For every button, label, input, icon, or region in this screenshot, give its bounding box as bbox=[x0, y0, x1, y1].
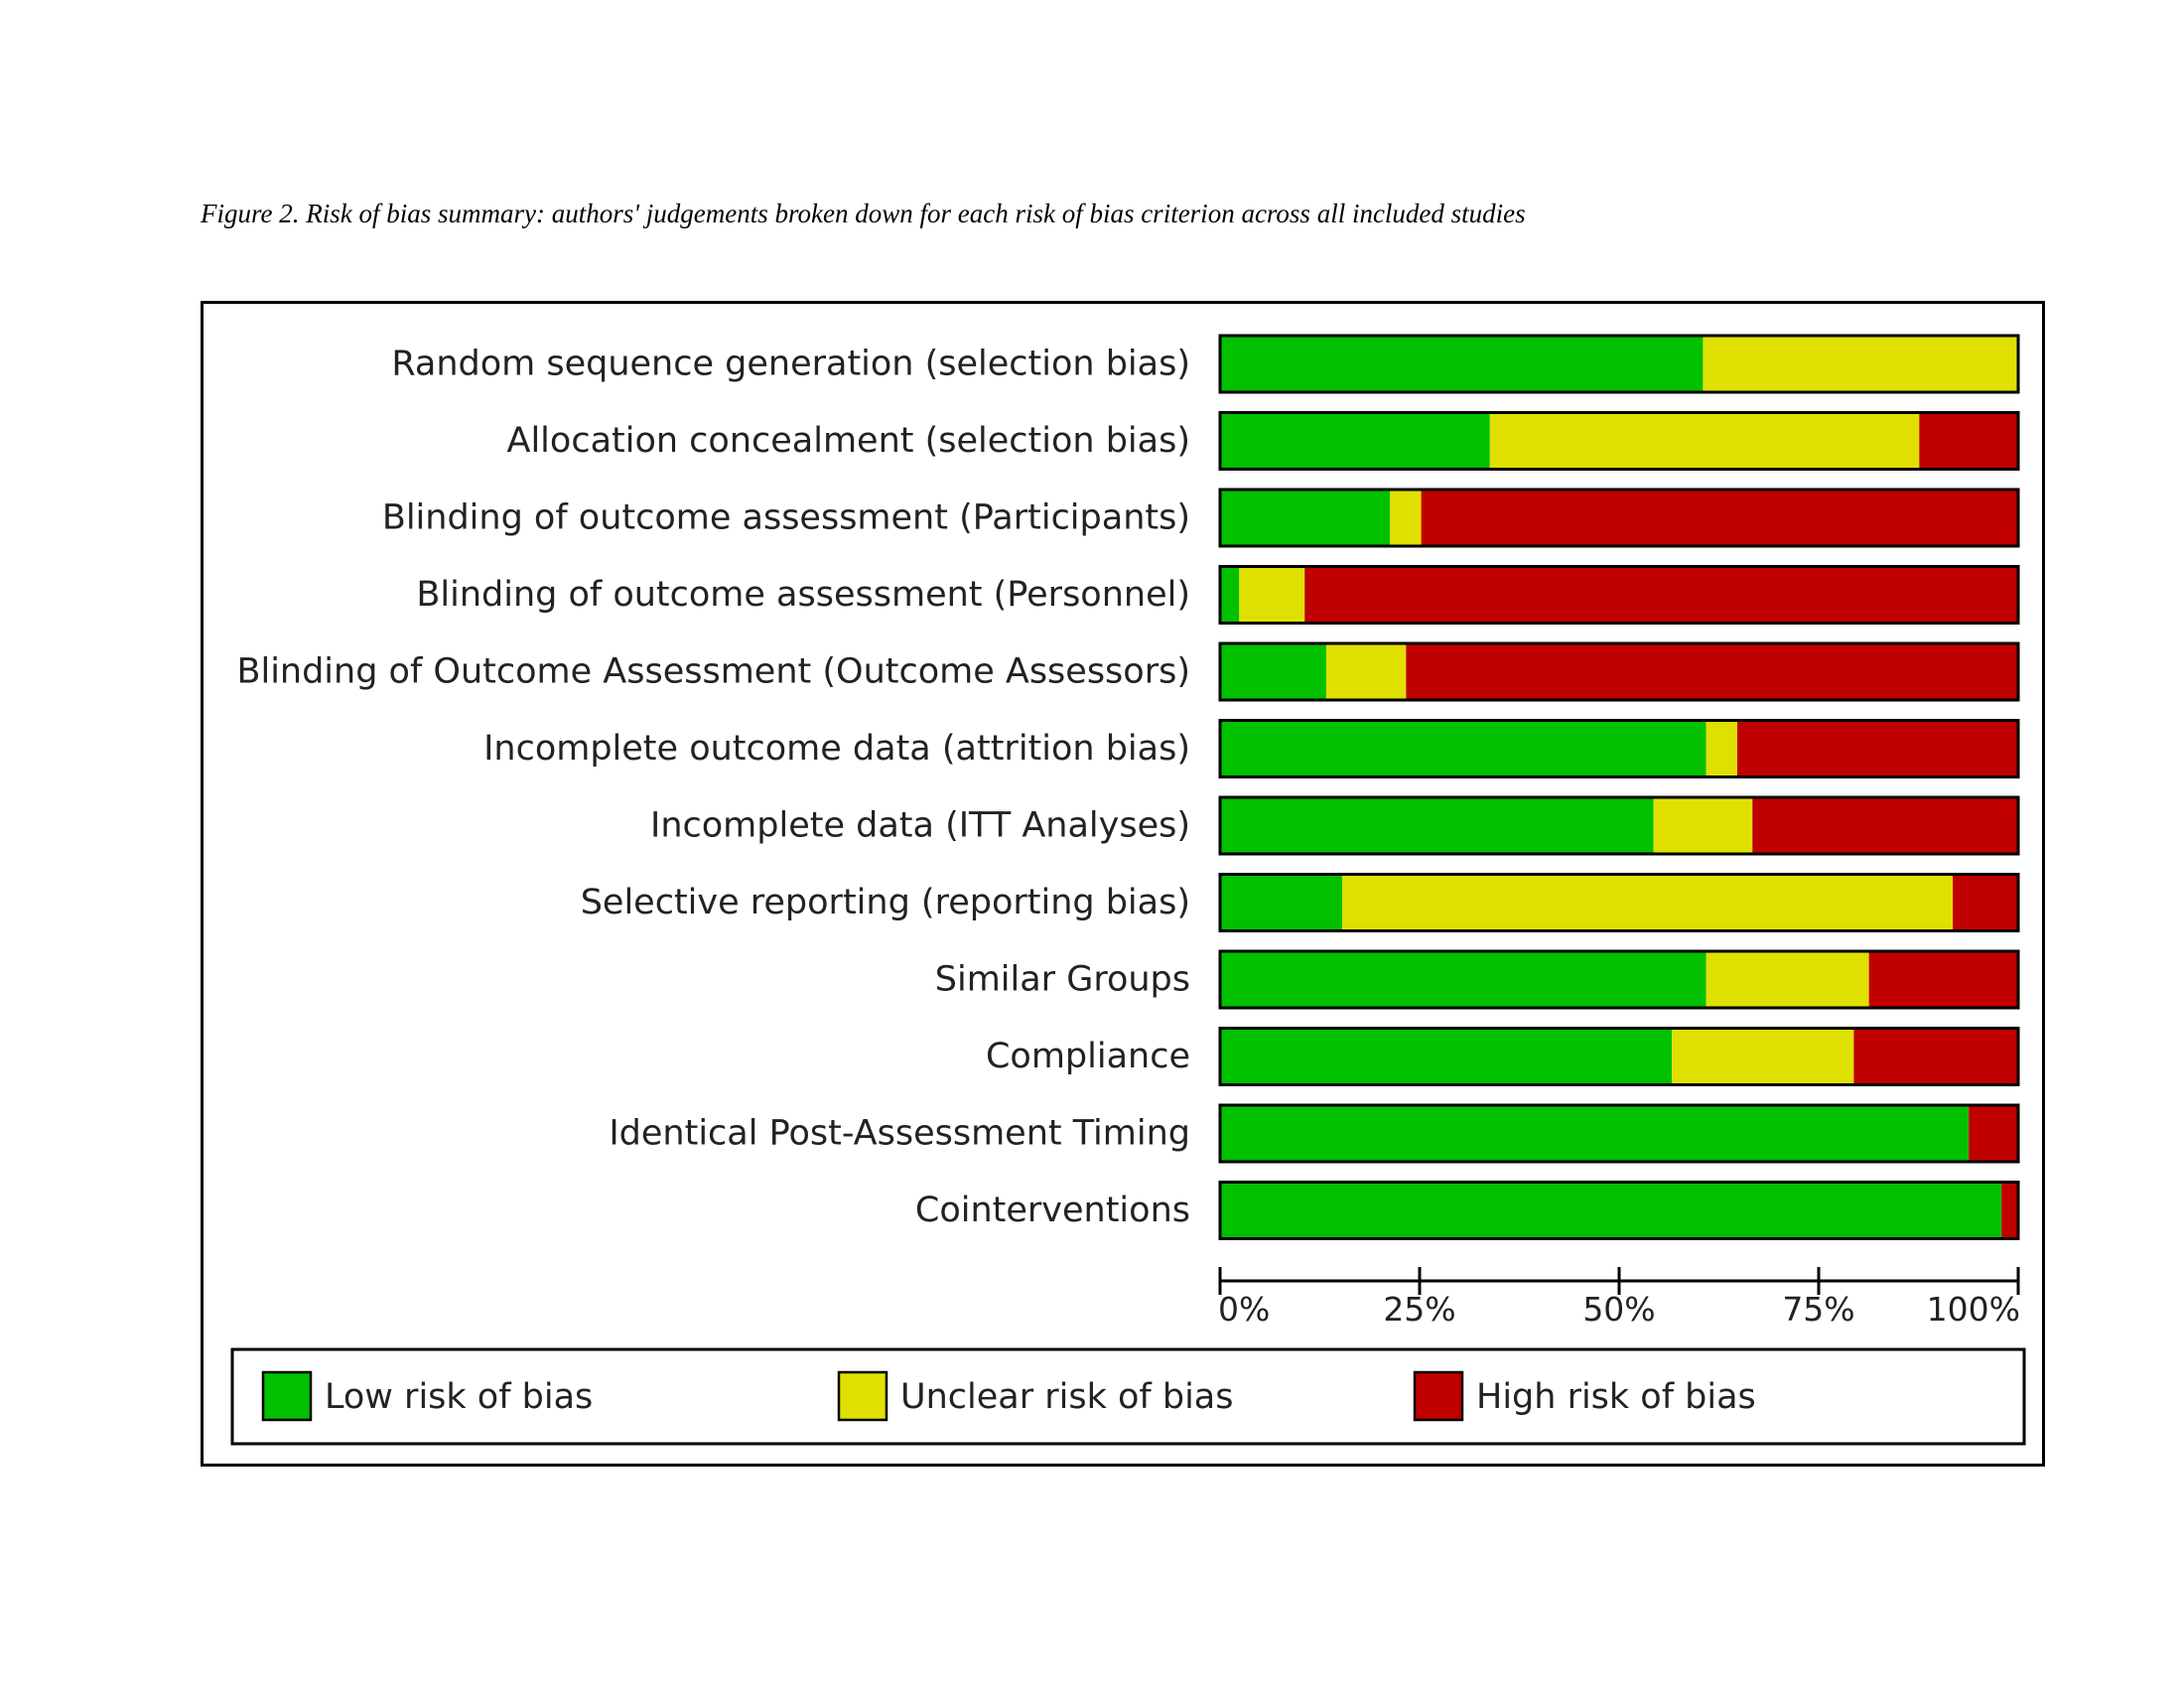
bar-outline bbox=[1218, 334, 2020, 394]
bar-outline bbox=[1218, 565, 2020, 625]
bar-segment-unclear bbox=[1672, 1028, 1854, 1085]
bar-segment-unclear bbox=[1489, 412, 1920, 470]
category-label: Incomplete outcome data (attrition bias) bbox=[483, 729, 1190, 769]
bar-segment-low bbox=[1220, 566, 1240, 624]
bar-segment-low bbox=[1220, 336, 1704, 392]
x-tick-label: 25% bbox=[1383, 1290, 1455, 1329]
category-label: Blinding of outcome assessment (Particip… bbox=[382, 498, 1190, 538]
bar-segment-high bbox=[1752, 797, 2018, 854]
bar-segment-high bbox=[1969, 1105, 2018, 1162]
x-tick-label: 75% bbox=[1782, 1290, 1854, 1329]
bar-segment-low bbox=[1220, 720, 1706, 777]
bar-outline bbox=[1218, 488, 2020, 548]
category-label: Cointerventions bbox=[915, 1191, 1190, 1230]
bar-segment-unclear bbox=[1390, 490, 1422, 546]
category-label: Random sequence generation (selection bi… bbox=[391, 345, 1190, 384]
legend-swatch-unclear bbox=[837, 1370, 888, 1422]
bar-segment-unclear bbox=[1706, 951, 1869, 1008]
bar-segment-low bbox=[1220, 643, 1326, 700]
bar-outline bbox=[1218, 1181, 2020, 1240]
bar-segment-high bbox=[1953, 874, 2018, 931]
category-label: Incomplete data (ITT Analyses) bbox=[650, 806, 1190, 846]
bar-segment-low bbox=[1220, 951, 1706, 1008]
category-label: Selective reporting (reporting bias) bbox=[581, 883, 1190, 922]
bar-segment-unclear bbox=[1342, 874, 1954, 931]
legend-swatch-low bbox=[261, 1370, 313, 1422]
bar-segment-low bbox=[1220, 1028, 1673, 1085]
x-tick-label: 0% bbox=[1218, 1290, 1270, 1329]
bar-segment-high bbox=[2001, 1182, 2018, 1239]
category-labels: Random sequence generation (selection bi… bbox=[236, 345, 1190, 1231]
bar-segment-high bbox=[1919, 412, 2018, 470]
bar-segment-unclear bbox=[1703, 336, 2018, 392]
bar-segment-low bbox=[1220, 874, 1343, 931]
chart-frame: Random sequence generation (selection bi… bbox=[201, 301, 2045, 1467]
stacked-bars bbox=[1218, 334, 2020, 1240]
bar-segment-unclear bbox=[1706, 720, 1737, 777]
bar-segment-high bbox=[1868, 951, 2018, 1008]
category-label: Blinding of outcome assessment (Personne… bbox=[416, 575, 1190, 615]
bar-outline bbox=[1218, 1027, 2020, 1086]
bar-segment-unclear bbox=[1239, 566, 1305, 624]
category-label: Similar Groups bbox=[935, 960, 1190, 1000]
bar-segment-high bbox=[1304, 566, 2018, 624]
bar-outline bbox=[1218, 1103, 2020, 1164]
category-label: Compliance bbox=[986, 1037, 1190, 1076]
risk-of-bias-chart: Random sequence generation (selection bi… bbox=[230, 334, 2026, 1446]
bar-segment-high bbox=[1736, 720, 2018, 777]
figure-caption: Figure 2. Risk of bias summary: authors'… bbox=[201, 199, 1526, 228]
category-label: Blinding of Outcome Assessment (Outcome … bbox=[236, 652, 1190, 692]
bar-outline bbox=[1218, 795, 2020, 856]
legend-box bbox=[230, 1347, 2026, 1446]
bar-segment-low bbox=[1220, 490, 1391, 546]
legend-label: Low risk of bias bbox=[325, 1377, 593, 1417]
bar-segment-high bbox=[1853, 1028, 2018, 1085]
legend-label: High risk of bias bbox=[1476, 1377, 1756, 1417]
category-label: Allocation concealment (selection bias) bbox=[507, 421, 1190, 461]
legend: Low risk of bias Unclear risk of bias High… bbox=[230, 1347, 2026, 1446]
legend-swatch-high bbox=[1413, 1370, 1464, 1422]
bar-outline bbox=[1218, 641, 2020, 702]
bar-segment-unclear bbox=[1653, 797, 1753, 854]
bar-outline bbox=[1218, 719, 2020, 778]
bar-segment-low bbox=[1220, 1182, 2002, 1239]
category-label: Identical Post-Assessment Timing bbox=[609, 1114, 1190, 1154]
bar-outline bbox=[1218, 873, 2020, 932]
bar-segment-low bbox=[1220, 797, 1654, 854]
bar-segment-unclear bbox=[1325, 643, 1407, 700]
bar-segment-low bbox=[1220, 1105, 1970, 1162]
bar-outline bbox=[1218, 949, 2020, 1010]
x-tick-label: 50% bbox=[1582, 1290, 1655, 1329]
bar-segment-low bbox=[1220, 412, 1490, 470]
x-axis: 0% 25% 50% 75% 100% bbox=[1218, 1267, 2020, 1329]
legend-label: Unclear risk of bias bbox=[900, 1377, 1234, 1417]
x-tick-label: 100% bbox=[1927, 1290, 2020, 1329]
bar-segment-high bbox=[1421, 490, 2018, 546]
bar-outline bbox=[1218, 411, 2020, 471]
bar-segment-high bbox=[1406, 643, 2018, 700]
